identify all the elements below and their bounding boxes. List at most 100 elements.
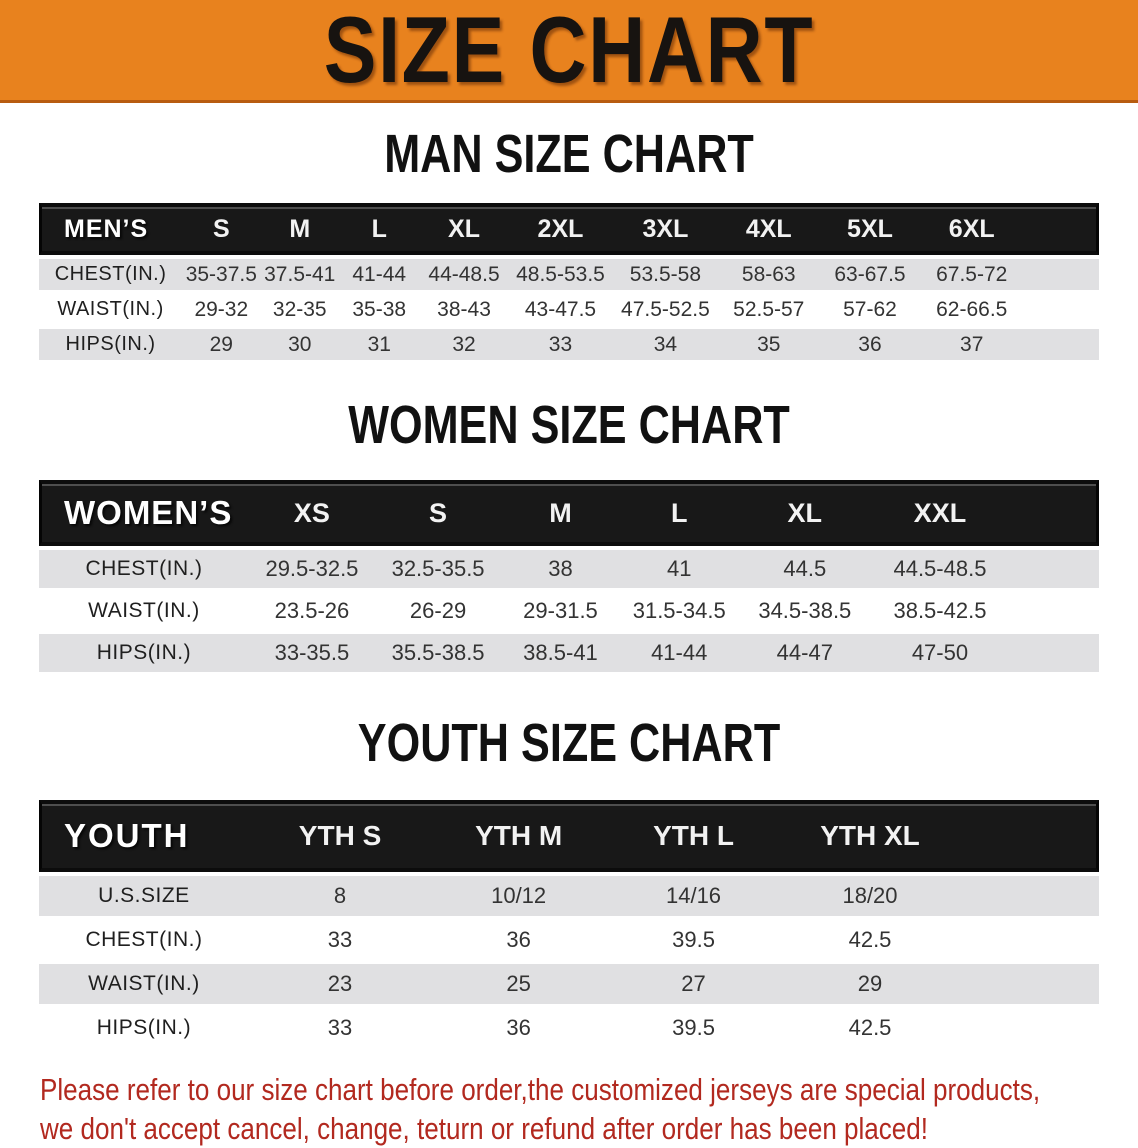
men-chest-m: 37.5-41 bbox=[260, 259, 339, 290]
women-hips-l: 41-44 bbox=[619, 634, 739, 672]
women-chest-m: 38 bbox=[501, 550, 620, 588]
men-group-label: MEN’S bbox=[39, 203, 183, 255]
men-waist-3xl: 47.5-52.5 bbox=[612, 294, 719, 325]
youth-chest-s: 33 bbox=[248, 920, 432, 960]
youth-size-header-s: YTH S bbox=[248, 800, 432, 872]
men-waist-6xl: 62-66.5 bbox=[920, 294, 1023, 325]
youth-chest-l: 39.5 bbox=[606, 920, 781, 960]
youth-hips-m: 36 bbox=[431, 1008, 607, 1048]
youth-ussize-m: 10/12 bbox=[431, 876, 607, 916]
women-hips-xxl: 47-50 bbox=[871, 634, 1009, 672]
filler-cell bbox=[1022, 259, 1099, 290]
men-hips-s: 29 bbox=[182, 329, 261, 360]
men-size-header-6xl: 6XL bbox=[920, 203, 1023, 255]
youth-group-label: YOUTH bbox=[39, 800, 249, 872]
women-hips-s: 35.5-38.5 bbox=[375, 634, 502, 672]
filler-cell bbox=[959, 964, 1099, 1004]
women-chest-l: 41 bbox=[619, 550, 739, 588]
men-hips-l: 31 bbox=[338, 329, 420, 360]
youth-size-header-l: YTH L bbox=[606, 800, 781, 872]
men-waist-xl: 38-43 bbox=[419, 294, 509, 325]
men-chest-xl: 44-48.5 bbox=[419, 259, 509, 290]
men-header-row: MEN’S S M L XL 2XL 3XL 4XL 5XL 6XL bbox=[39, 203, 1099, 255]
women-section-heading: WOMEN SIZE CHART bbox=[0, 394, 1138, 456]
filler-cell bbox=[1022, 294, 1099, 325]
youth-size-header-xl: YTH XL bbox=[780, 800, 960, 872]
row-label-hips: HIPS(IN.) bbox=[39, 1008, 249, 1048]
men-size-header-s: S bbox=[182, 203, 261, 255]
youth-size-header-m: YTH M bbox=[431, 800, 607, 872]
women-chest-xl: 44.5 bbox=[738, 550, 872, 588]
men-waist-s: 29-32 bbox=[182, 294, 261, 325]
row-label-waist: WAIST(IN.) bbox=[39, 294, 183, 325]
men-chest-5xl: 63-67.5 bbox=[819, 259, 921, 290]
filler-cell bbox=[959, 876, 1099, 916]
row-label-chest: CHEST(IN.) bbox=[39, 920, 249, 960]
men-hips-4xl: 35 bbox=[718, 329, 820, 360]
youth-heading-text: YOUTH SIZE CHART bbox=[357, 713, 781, 773]
men-size-header-l: L bbox=[338, 203, 420, 255]
men-waist-l: 35-38 bbox=[338, 294, 420, 325]
women-header-row: WOMEN’S XS S M L XL XXL bbox=[39, 480, 1099, 546]
youth-waist-s: 23 bbox=[248, 964, 432, 1004]
filler-cell bbox=[1008, 550, 1099, 588]
youth-hips-l: 39.5 bbox=[606, 1008, 781, 1048]
men-hips-xl: 32 bbox=[419, 329, 509, 360]
filler-cell bbox=[1008, 592, 1099, 630]
women-hips-m: 38.5-41 bbox=[501, 634, 620, 672]
youth-ussize-l: 14/16 bbox=[606, 876, 781, 916]
women-chest-s: 32.5-35.5 bbox=[375, 550, 502, 588]
youth-chest-m: 36 bbox=[431, 920, 607, 960]
youth-header-row: YOUTH YTH S YTH M YTH L YTH XL bbox=[39, 800, 1099, 872]
men-chest-2xl: 48.5-53.5 bbox=[508, 259, 613, 290]
row-label-waist: WAIST(IN.) bbox=[39, 592, 249, 630]
men-section-heading: MAN SIZE CHART bbox=[0, 123, 1138, 185]
women-hips-row: HIPS(IN.) 33-35.5 35.5-38.5 38.5-41 41-4… bbox=[39, 634, 1099, 672]
men-chest-l: 41-44 bbox=[338, 259, 420, 290]
youth-waist-xl: 29 bbox=[780, 964, 960, 1004]
men-size-header-xl: XL bbox=[419, 203, 509, 255]
disclaimer: Please refer to our size chart before or… bbox=[40, 1070, 1138, 1148]
women-hips-xs: 33-35.5 bbox=[248, 634, 375, 672]
size-chart-banner: SIZE CHART bbox=[0, 0, 1138, 103]
youth-waist-row: WAIST(IN.) 23 25 27 29 bbox=[39, 964, 1099, 1004]
women-chest-xs: 29.5-32.5 bbox=[248, 550, 375, 588]
disclaimer-line-1: Please refer to our size chart before or… bbox=[40, 1072, 1041, 1107]
youth-section-heading: YOUTH SIZE CHART bbox=[0, 712, 1138, 774]
filler-cell bbox=[959, 1008, 1099, 1048]
men-chest-4xl: 58-63 bbox=[718, 259, 820, 290]
men-size-header-5xl: 5XL bbox=[819, 203, 921, 255]
men-hips-row: HIPS(IN.) 29 30 31 32 33 34 35 36 37 bbox=[39, 329, 1099, 360]
men-chest-s: 35-37.5 bbox=[182, 259, 261, 290]
men-waist-5xl: 57-62 bbox=[819, 294, 921, 325]
men-waist-row: WAIST(IN.) 29-32 32-35 35-38 38-43 43-47… bbox=[39, 294, 1099, 325]
filler-cell bbox=[1008, 480, 1099, 546]
youth-hips-row: HIPS(IN.) 33 36 39.5 42.5 bbox=[39, 1008, 1099, 1048]
women-chest-xxl: 44.5-48.5 bbox=[871, 550, 1009, 588]
youth-size-table: YOUTH YTH S YTH M YTH L YTH XL U.S.SIZE … bbox=[39, 796, 1099, 1052]
men-hips-5xl: 36 bbox=[819, 329, 921, 360]
youth-waist-l: 27 bbox=[606, 964, 781, 1004]
row-label-chest: CHEST(IN.) bbox=[39, 259, 183, 290]
men-waist-2xl: 43-47.5 bbox=[508, 294, 613, 325]
men-hips-6xl: 37 bbox=[920, 329, 1023, 360]
disclaimer-line-2: we don't accept cancel, change, teturn o… bbox=[40, 1111, 929, 1146]
filler-cell bbox=[959, 920, 1099, 960]
filler-cell bbox=[1008, 634, 1099, 672]
women-size-header-xxl: XXL bbox=[871, 480, 1009, 546]
women-size-header-m: M bbox=[501, 480, 620, 546]
youth-waist-m: 25 bbox=[431, 964, 607, 1004]
women-size-header-l: L bbox=[619, 480, 739, 546]
men-size-header-2xl: 2XL bbox=[508, 203, 613, 255]
banner-title: SIZE CHART bbox=[323, 0, 815, 102]
men-hips-m: 30 bbox=[260, 329, 339, 360]
women-waist-xxl: 38.5-42.5 bbox=[871, 592, 1009, 630]
women-size-header-xl: XL bbox=[738, 480, 872, 546]
women-chest-row: CHEST(IN.) 29.5-32.5 32.5-35.5 38 41 44.… bbox=[39, 550, 1099, 588]
women-size-header-xs: XS bbox=[248, 480, 375, 546]
men-size-header-3xl: 3XL bbox=[612, 203, 719, 255]
row-label-waist: WAIST(IN.) bbox=[39, 964, 249, 1004]
women-heading-text: WOMEN SIZE CHART bbox=[348, 395, 790, 455]
women-size-table: WOMEN’S XS S M L XL XXL CHEST(IN.) 29.5-… bbox=[39, 476, 1099, 676]
row-label-ussize: U.S.SIZE bbox=[39, 876, 249, 916]
